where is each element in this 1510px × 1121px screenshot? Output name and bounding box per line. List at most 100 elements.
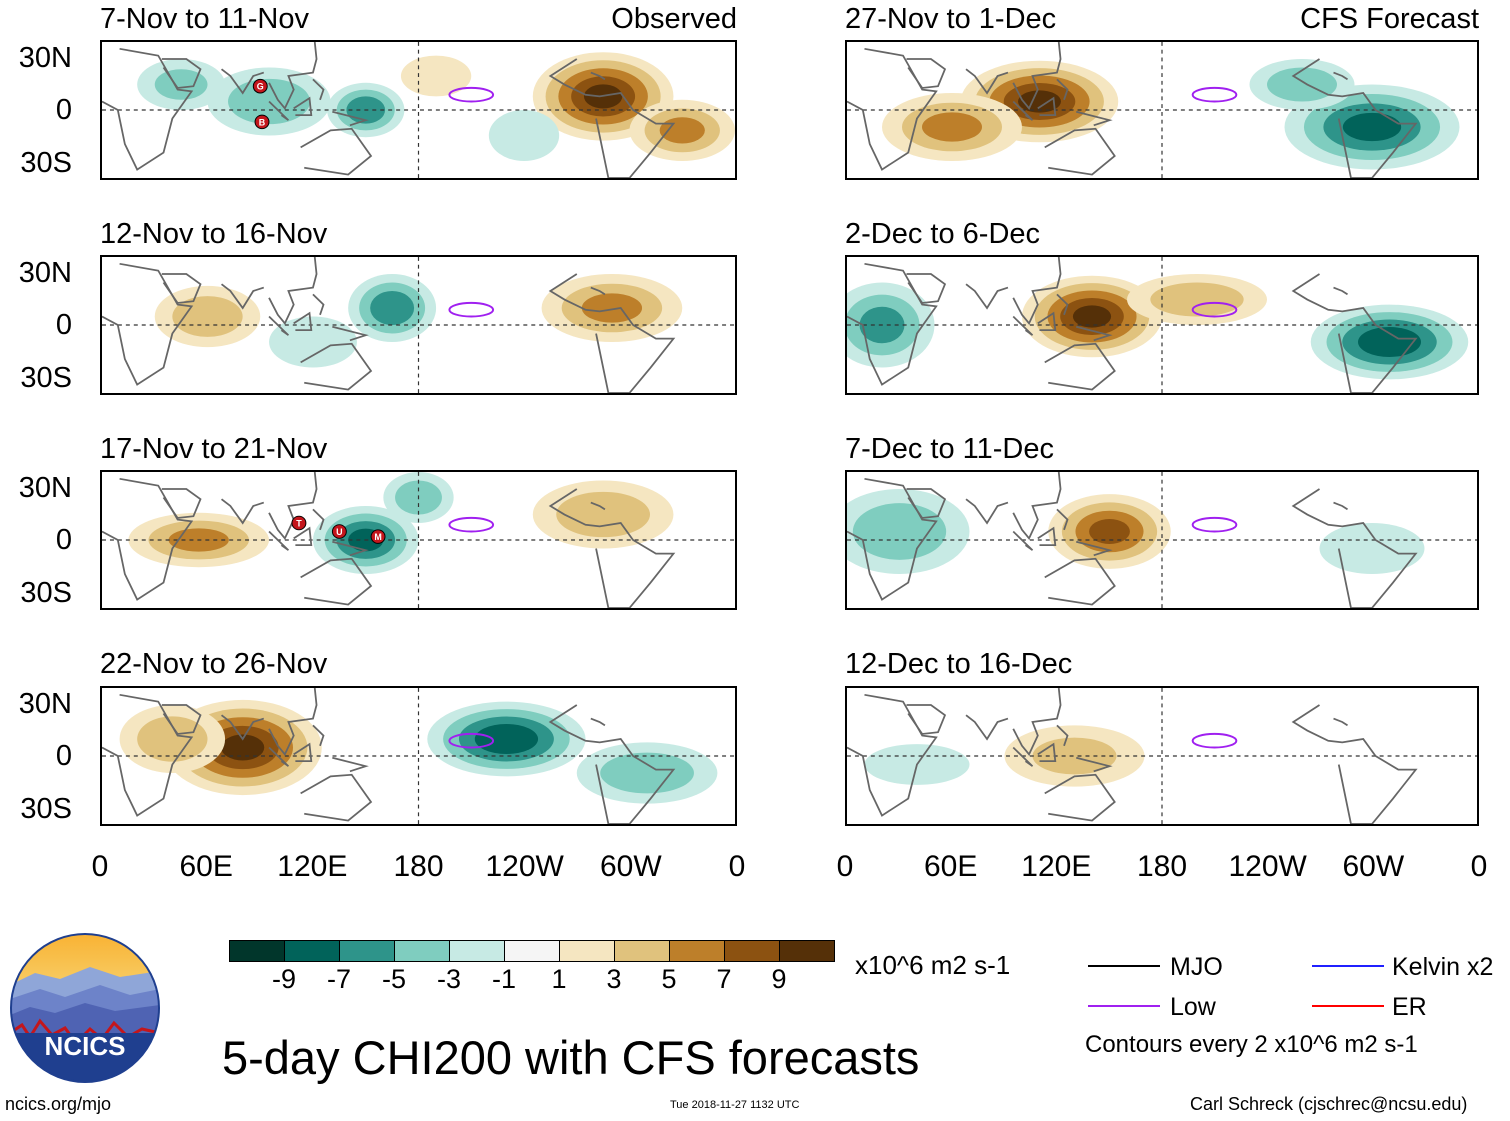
colorbar-swatch [669,940,725,962]
footer-author: Carl Schreck (cjschrec@ncsu.edu) [1190,1094,1468,1114]
cyclone-letter: B [259,117,265,127]
colorbar-swatch [559,940,615,962]
negative-anomaly-region [269,316,357,368]
coastline [1012,315,1034,336]
footer-url[interactable]: ncics.org/mjo [5,1094,112,1114]
negative-anomaly-region [488,110,560,161]
low-contour [1191,516,1238,533]
coastline [268,315,290,336]
coastline [1333,717,1349,727]
colorbar-tick-label: -1 [491,964,516,994]
coastline [268,42,318,110]
legend-contour-note: Contours every 2 x10^6 m2 s-1 [1085,1031,1418,1058]
chi200-map: T U M [100,470,737,610]
coastline [548,58,676,178]
legend-low-line [1088,1005,1160,1007]
coastline [300,127,373,176]
colorbar [229,940,835,962]
map-canvas: GB [102,42,735,178]
low-contour [448,732,495,749]
chi200-map [845,470,1479,610]
coastline [293,311,313,332]
coastline [220,68,265,95]
coastline [220,498,265,525]
cyclone-marker: M [370,529,386,544]
cyclone-marker: U [331,524,347,539]
coastline [332,540,369,557]
coastline [1037,311,1057,332]
low-contour [448,86,495,103]
coastline [220,714,265,741]
coastline [1037,742,1057,763]
low-contour [1191,86,1238,103]
coastline [161,704,202,735]
coastline [548,488,676,608]
colorbar-swatch [229,940,285,962]
legend-er-label: ER [1392,993,1427,1021]
legend-kelvin-line [1312,965,1384,967]
map-canvas [102,688,735,824]
coastline [268,257,318,325]
panel-title: 2-Dec to 6-Dec [845,218,1041,250]
positive-anomaly-region [581,293,643,323]
legend-kelvin-label: Kelvin x2 [1392,953,1494,981]
positive-anomaly-region [1089,519,1130,544]
coastline [1056,78,1069,101]
map-canvas [102,257,735,393]
colorbar-units: x10^6 m2 s-1 [855,950,1011,980]
negative-anomaly-region [1342,112,1402,142]
coastline [1012,100,1034,121]
negative-anomaly-region [1319,523,1425,574]
colorbar-tick-label: 3 [606,964,622,994]
positive-anomaly-region [659,117,705,144]
coastline [1012,746,1034,767]
coastline [332,110,369,127]
negative-anomaly-region [852,503,947,560]
latitude-label: 30S [20,792,72,825]
ncics-logo: NCICS [10,933,160,1083]
coastline [268,746,290,767]
footer-timestamp: Tue 2018-11-27 1132 UTC [670,1099,800,1111]
coastline [1044,127,1116,176]
coastline [906,488,947,519]
coastline [300,557,373,606]
low-contour [448,516,495,533]
negative-anomaly-region [600,752,694,794]
longitude-label: 60W [599,850,662,883]
colorbar-swatch [724,940,780,962]
legend-low-label: Low [1170,993,1216,1021]
longitude-label: 0 [91,850,109,883]
longitude-label: 0 [836,850,854,883]
colorbar-swatch [504,940,560,962]
positive-anomaly-region [1072,305,1112,328]
coastline [161,488,202,519]
coastline [161,58,202,89]
coastline [906,58,947,89]
negative-anomaly-region [228,78,311,125]
coastline [312,293,325,316]
positive-anomaly-region [400,55,472,97]
panel-title: 12-Dec to 16-Dec [845,648,1073,680]
coastline [548,704,676,824]
latitude-label: 0 [55,524,72,556]
cyclone-letter: U [336,527,342,537]
latitude-label: 30S [20,361,72,394]
panel-tag: CFS Forecast [1300,3,1479,35]
coastline [1044,773,1116,822]
colorbar-swatch [394,940,450,962]
latitude-label: 30N [18,41,72,74]
map-canvas [847,257,1477,393]
coastline [1076,110,1113,127]
map-canvas: T U M [102,472,735,608]
low-contour [1191,732,1238,749]
cyclone-letter: T [296,518,302,528]
colorbar-tick-label: -3 [436,964,461,994]
positive-anomaly-region [137,716,208,762]
coastline [1044,557,1116,606]
positive-anomaly-region [556,491,651,538]
negative-anomaly-region [474,724,539,754]
positive-anomaly-region [221,734,265,761]
coastline [293,742,313,763]
coastline [1056,293,1069,316]
coastline [1291,704,1418,824]
